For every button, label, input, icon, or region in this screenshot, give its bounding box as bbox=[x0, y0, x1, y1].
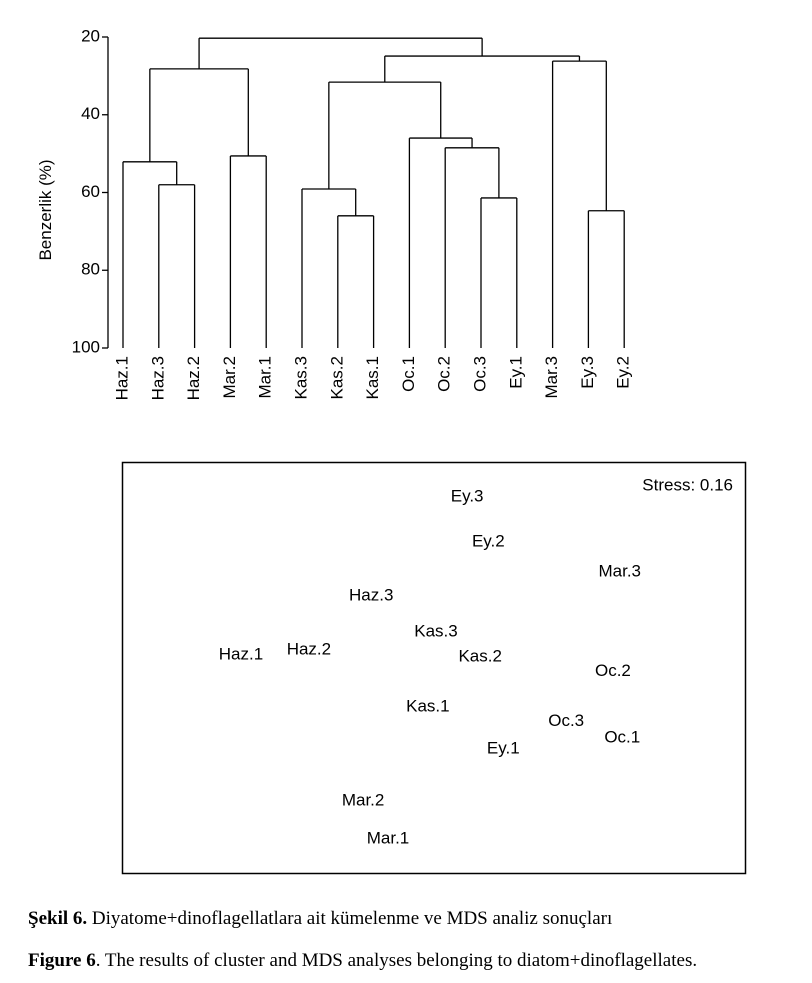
point-label: Mar.1 bbox=[367, 828, 410, 847]
point-label: Mar.3 bbox=[599, 562, 642, 581]
y-tick-label: 60 bbox=[81, 182, 100, 201]
point-label: Ey.2 bbox=[472, 532, 505, 551]
y-tick-label: 100 bbox=[72, 337, 100, 356]
caption-en: Figure 6. The results of cluster and MDS… bbox=[28, 950, 697, 972]
point-label: Kas.1 bbox=[406, 696, 449, 715]
point-label: Kas.2 bbox=[458, 646, 501, 665]
caption-text: Diyatome+dinoflagellatlara ait kümelenme… bbox=[87, 908, 613, 929]
y-tick-label: 40 bbox=[81, 104, 100, 123]
y-tick-label: 20 bbox=[81, 26, 100, 45]
leaf-label: Haz.2 bbox=[184, 356, 203, 400]
leaf-label: Ey.2 bbox=[614, 356, 633, 389]
point-label: Ey.3 bbox=[451, 486, 484, 505]
point-label: Oc.2 bbox=[595, 661, 631, 680]
point-label: Oc.3 bbox=[548, 711, 584, 730]
caption-tr: Şekil 6. Diyatome+dinoflagellatlara ait … bbox=[28, 908, 612, 930]
leaf-label: Ey.3 bbox=[578, 356, 597, 389]
leaf-label: Haz.3 bbox=[148, 356, 167, 400]
point-label: Haz.1 bbox=[219, 645, 263, 664]
leaf-label: Oc.2 bbox=[435, 356, 454, 392]
caption-label: Şekil 6. bbox=[28, 908, 88, 929]
point-label: Haz.2 bbox=[287, 639, 331, 658]
y-axis-label: Benzerlik (%) bbox=[36, 159, 55, 260]
leaf-label: Mar.3 bbox=[542, 356, 561, 399]
leaf-label: Mar.2 bbox=[220, 356, 239, 399]
point-label: Mar.2 bbox=[342, 791, 385, 810]
point-label: Oc.1 bbox=[604, 728, 640, 747]
mds-frame bbox=[121, 461, 747, 875]
leaf-label: Ey.1 bbox=[506, 356, 525, 389]
point-label: Haz.3 bbox=[349, 585, 393, 604]
leaf-label: Kas.2 bbox=[327, 356, 346, 399]
chart: Benzerlik (%) Stress: 0.16 20 40 60 80 100 Ha… bbox=[36, 26, 747, 875]
leaf-label: Mar.1 bbox=[256, 356, 275, 399]
leaf-label: Kas.1 bbox=[363, 356, 382, 399]
point-label: Kas.3 bbox=[414, 622, 457, 641]
leaf-label: Oc.1 bbox=[399, 356, 418, 392]
stress-annotation: Stress: 0.16 bbox=[642, 475, 733, 494]
caption-text: . The results of cluster and MDS analyse… bbox=[95, 950, 698, 971]
leaf-label: Haz.1 bbox=[112, 356, 131, 400]
leaf-label: Oc.3 bbox=[470, 356, 489, 392]
point-label: Ey.1 bbox=[487, 738, 520, 757]
caption-label: Figure 6 bbox=[28, 950, 96, 971]
y-tick-label: 80 bbox=[81, 260, 100, 279]
leaf-label: Kas.3 bbox=[291, 356, 310, 399]
